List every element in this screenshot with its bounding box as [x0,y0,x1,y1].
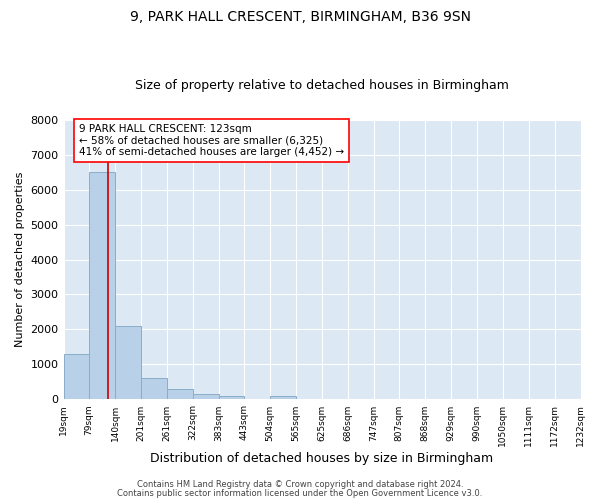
Text: Contains HM Land Registry data © Crown copyright and database right 2024.: Contains HM Land Registry data © Crown c… [137,480,463,489]
Bar [141,378,167,400]
Bar [218,396,244,400]
Bar [89,172,115,400]
Bar [64,354,89,400]
Y-axis label: Number of detached properties: Number of detached properties [15,172,25,347]
Title: Size of property relative to detached houses in Birmingham: Size of property relative to detached ho… [135,79,509,92]
Bar [167,389,193,400]
Text: 9, PARK HALL CRESCENT, BIRMINGHAM, B36 9SN: 9, PARK HALL CRESCENT, BIRMINGHAM, B36 9… [130,10,470,24]
Bar [115,326,141,400]
X-axis label: Distribution of detached houses by size in Birmingham: Distribution of detached houses by size … [151,452,494,465]
Bar [270,396,296,400]
Bar [193,394,218,400]
Text: Contains public sector information licensed under the Open Government Licence v3: Contains public sector information licen… [118,488,482,498]
Text: 9 PARK HALL CRESCENT: 123sqm
← 58% of detached houses are smaller (6,325)
41% of: 9 PARK HALL CRESCENT: 123sqm ← 58% of de… [79,124,344,157]
